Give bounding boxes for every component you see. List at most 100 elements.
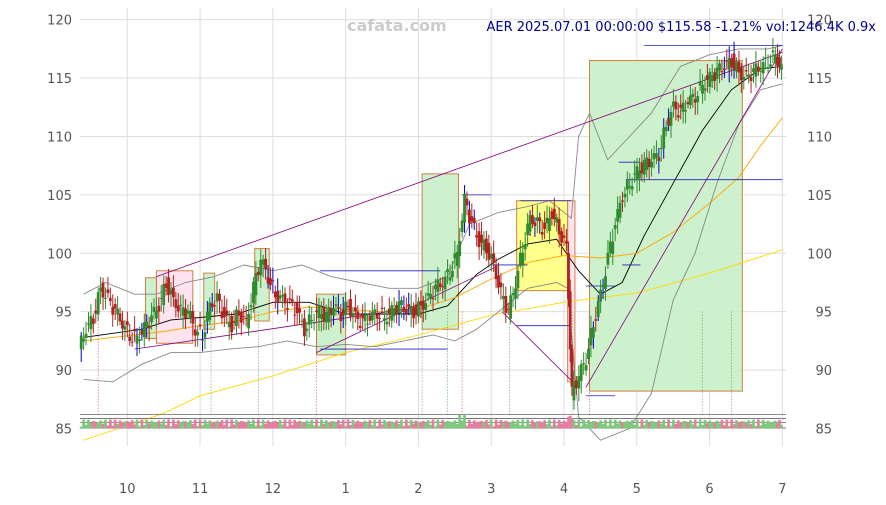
candle-body-54-1 [475, 235, 479, 238]
candle-body-62-1 [533, 222, 537, 227]
candle-body-9-2 [150, 315, 153, 323]
candle-body-27-1 [278, 295, 282, 299]
volume-bar-274 [742, 421, 746, 429]
volume-bar-256 [698, 419, 702, 429]
volume-bar-139 [417, 422, 420, 429]
candle-body-47-2 [426, 293, 430, 296]
candle-body-85-2 [701, 85, 704, 94]
candle-body-0-1 [82, 338, 86, 342]
volume-bar-129 [392, 422, 396, 429]
candle-body-44-1 [402, 306, 406, 312]
candle-body-7-0 [130, 341, 134, 343]
volume-bar-172 [497, 424, 500, 429]
volume-bar-200 [565, 421, 568, 429]
volume-bar-154 [453, 420, 457, 429]
candle-body-48-2 [434, 284, 437, 290]
volume-bar-94 [307, 423, 311, 429]
volume-bar-86 [288, 419, 292, 429]
volume-bar-238 [655, 422, 658, 429]
candle-body-70-2 [591, 327, 595, 338]
volume-bar-74 [259, 425, 263, 429]
candle-body-35-1 [336, 307, 340, 309]
candle-body-69-1 [582, 363, 586, 365]
candle-body-52-2 [463, 193, 466, 223]
volume-bar-73 [256, 419, 260, 429]
volume-bar-246 [674, 423, 678, 429]
candle-body-74-1 [618, 202, 622, 218]
volume-bar-11 [106, 425, 110, 429]
candle-body-19-1 [220, 311, 224, 319]
candle-body-0-2 [84, 333, 88, 338]
volume-bar-109 [344, 426, 348, 429]
candle-body-84-2 [693, 99, 697, 103]
volume-bar-251 [686, 422, 690, 429]
volume-bar-98 [317, 425, 321, 429]
volume-bar-53 [208, 420, 212, 429]
overlay-sma20 [83, 65, 783, 338]
volume-bar-191 [543, 420, 547, 429]
volume-bar-34 [162, 419, 166, 429]
candle-body-59-1 [511, 293, 515, 296]
candle-body-58-2 [506, 308, 510, 310]
overlay-trend_upper [156, 52, 783, 277]
volume-bar-68 [244, 422, 248, 429]
volume-bar-85 [286, 426, 289, 429]
candle-body-28-1 [286, 308, 289, 310]
candle-body-42-0 [385, 321, 389, 325]
volume-bar-49 [198, 419, 202, 429]
candle-body-51-0 [451, 271, 454, 278]
candle-body-55-0 [480, 234, 483, 243]
x-ticks: 10 11 12 1 2 3 4 5 6 7 [119, 482, 786, 497]
volume-bar-253 [691, 424, 695, 429]
volume-bar-225 [623, 421, 627, 429]
volume-bar-232 [640, 419, 644, 429]
volume-bar-235 [647, 423, 651, 429]
candle-body-65-1 [555, 217, 559, 223]
candle-body-50-1 [446, 269, 449, 273]
candle-body-1-0 [87, 323, 90, 325]
candle-body-14-1 [184, 308, 187, 319]
volume-bar-212 [591, 421, 595, 429]
candle-body-94-2 [766, 67, 770, 69]
candle-body-2-0 [94, 310, 98, 314]
y-tick-left-95: 95 [55, 306, 72, 321]
volume-bar-230 [635, 419, 639, 429]
candle-body-6-2 [128, 336, 132, 341]
candle-body-5-2 [121, 320, 124, 329]
volume-bar-15 [116, 423, 120, 429]
candle-body-49-0 [436, 279, 440, 293]
candle-body-40-2 [375, 314, 379, 319]
candle-body-37-0 [349, 298, 352, 317]
candle-body-33-1 [322, 306, 326, 322]
candle-body-93-0 [754, 63, 758, 77]
candle-body-11-1 [162, 283, 166, 306]
volume-bar-89 [295, 423, 299, 429]
x-tick-6: 6 [705, 482, 713, 497]
candle-body-37-2 [353, 307, 357, 312]
candle-body-20-0 [225, 310, 229, 315]
candle-body-85-0 [696, 96, 700, 103]
candle-body-88-2 [722, 68, 726, 70]
volume-bar-77 [266, 420, 270, 429]
volume-bar-35 [164, 425, 168, 429]
volume-bar-111 [349, 425, 352, 429]
candle-body-23-2 [252, 281, 255, 304]
volume-bar-261 [710, 421, 714, 429]
volume-bar-186 [531, 420, 534, 429]
candle-body-82-2 [679, 104, 683, 108]
volume-bar-42 [181, 421, 185, 429]
volume-bar-283 [764, 423, 768, 429]
volume-bar-162 [472, 420, 476, 429]
candle-body-30-0 [298, 308, 301, 313]
volume-bar-158 [463, 414, 466, 429]
candle-body-4-1 [111, 306, 115, 315]
volume-bar-211 [589, 422, 593, 429]
volume-bar-156 [458, 414, 462, 429]
candle-body-7-2 [135, 335, 139, 344]
volume-bar-150 [443, 422, 447, 429]
volume-bar-226 [625, 420, 629, 429]
y-tick-left-115: 115 [47, 72, 72, 87]
candle-body-3-0 [101, 282, 105, 298]
candle-body-67-1 [568, 291, 572, 350]
volume-bar-138 [414, 420, 418, 429]
